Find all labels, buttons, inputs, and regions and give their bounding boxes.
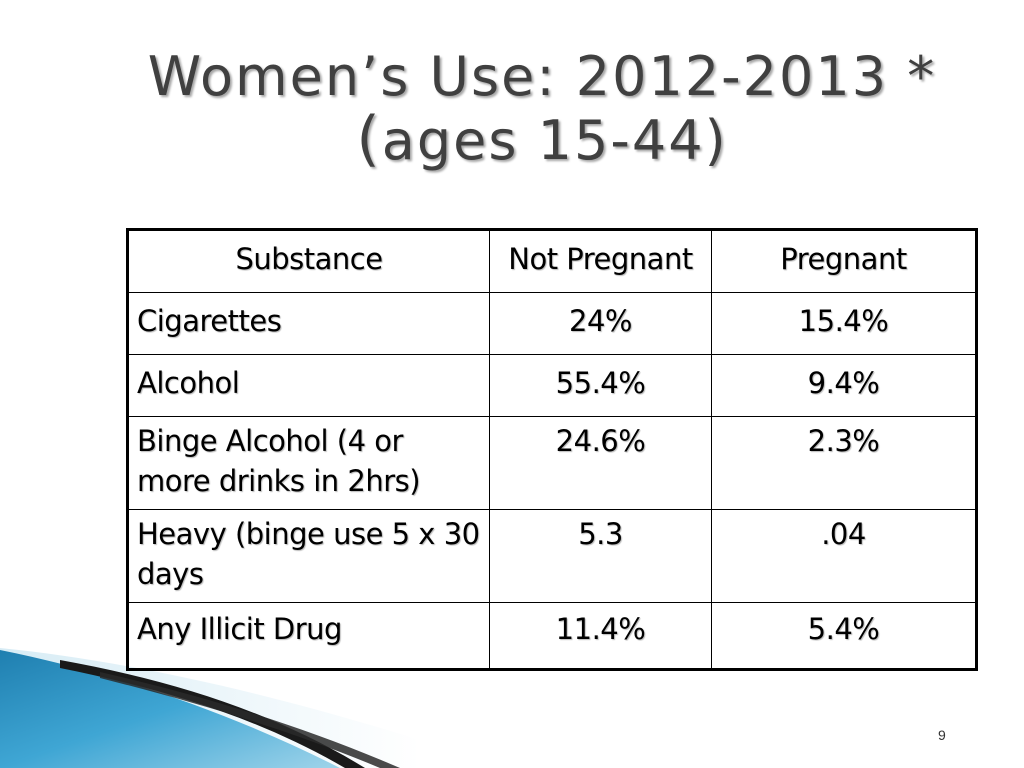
cell-pregnant: .04 <box>711 509 977 603</box>
cell-not-pregnant: 5.3 <box>489 509 712 603</box>
cell-pregnant: 2.3% <box>711 416 977 510</box>
header-substance: Substance <box>127 229 490 293</box>
swoosh-dark-stripe <box>60 660 365 768</box>
cell-pregnant: 5.4% <box>711 602 977 670</box>
cell-substance: Any Illicit Drug <box>127 602 490 670</box>
slide-title: Women’s Use: 2012-2013 * (ages 15-44) <box>0 46 1024 172</box>
table-row: Cigarettes 24% 15.4% <box>127 292 977 355</box>
cell-not-pregnant: 24.6% <box>489 416 712 510</box>
title-line-2-text: ages 15-44) <box>381 109 728 172</box>
table-row: Any Illicit Drug 11.4% 5.4% <box>127 602 977 670</box>
data-table: Substance Not Pregnant Pregnant Cigarett… <box>126 228 978 671</box>
cell-not-pregnant: 55.4% <box>489 354 712 417</box>
table-row: Binge Alcohol (4 or more drinks in 2hrs)… <box>127 416 977 510</box>
cell-substance: Cigarettes <box>127 292 490 355</box>
cell-not-pregnant: 24% <box>489 292 712 355</box>
table-header-row: Substance Not Pregnant Pregnant <box>127 229 977 293</box>
cell-pregnant: 15.4% <box>711 292 977 355</box>
table-row: Heavy (binge use 5 x 30 days 5.3 .04 <box>127 509 977 603</box>
cell-not-pregnant: 11.4% <box>489 602 712 670</box>
swoosh-dark-tail <box>100 672 400 768</box>
cell-substance: Heavy (binge use 5 x 30 days <box>127 509 490 603</box>
header-pregnant: Pregnant <box>711 229 977 293</box>
cell-substance: Alcohol <box>127 354 490 417</box>
header-not-pregnant: Not Pregnant <box>489 229 712 293</box>
title-line-2: (ages 15-44) <box>0 108 1024 172</box>
cell-substance: Binge Alcohol (4 or more drinks in 2hrs) <box>127 416 490 510</box>
title-line-1: Women’s Use: 2012-2013 * <box>147 45 937 108</box>
title-paren: ( <box>356 104 382 174</box>
page-number: 9 <box>938 727 946 743</box>
table-row: Alcohol 55.4% 9.4% <box>127 354 977 417</box>
cell-pregnant: 9.4% <box>711 354 977 417</box>
